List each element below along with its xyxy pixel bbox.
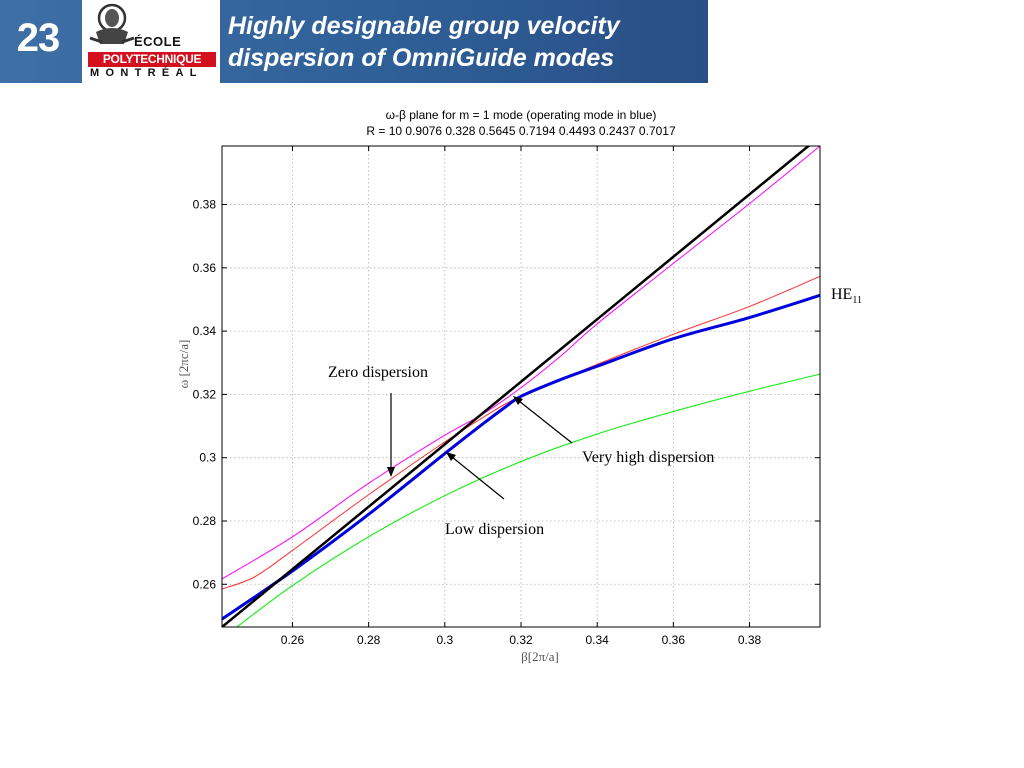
slide-title: Highly designable group velocity dispers… (228, 10, 703, 74)
logo-polytechnique-text: POLYTECHNIQUE (88, 52, 216, 67)
slide-title-line-1: Highly designable group velocity (228, 12, 620, 40)
y-tick-label: 0.26 (193, 577, 217, 591)
x-tick-label: 0.38 (738, 633, 762, 647)
chart-title: ω-β plane for m = 1 mode (operating mode… (386, 108, 657, 122)
chart-series (222, 146, 820, 627)
y-axis-label: ω [2πc/a] (176, 340, 191, 389)
x-tick-label: 0.3 (436, 633, 453, 647)
y-tick-label: 0.28 (193, 514, 217, 528)
y-axis-ticks: 0.26 0.28 0.3 0.32 0.34 0.36 0.38 (193, 198, 820, 591)
logo-ecole-text: ÉCOLE (134, 34, 182, 49)
x-tick-label: 0.36 (662, 633, 686, 647)
series-label-he11: HE11 (831, 286, 862, 306)
slide-header: 23 ÉCOLE POLYTECHNIQUE MONTRÉAL Highly d… (0, 0, 708, 83)
slide-number: 23 (16, 16, 61, 60)
y-tick-label: 0.34 (193, 324, 217, 338)
annotation-zero-dispersion: Zero dispersion (328, 364, 428, 381)
y-tick-label: 0.36 (193, 261, 217, 275)
x-tick-label: 0.28 (357, 633, 381, 647)
annotation-low-dispersion: Low dispersion (445, 521, 544, 538)
x-axis-ticks: 0.26 0.28 0.3 0.32 0.34 0.36 0.38 (281, 146, 762, 647)
chart-subtitle: R = 10 0.9076 0.328 0.5645 0.7194 0.4493… (366, 124, 676, 138)
x-tick-label: 0.34 (585, 633, 609, 647)
series-line-4 (222, 146, 811, 627)
series-line-0 (222, 146, 820, 580)
x-tick-label: 0.26 (281, 633, 305, 647)
chart-grid (222, 146, 820, 627)
arrow-very-high-dispersion (518, 400, 573, 444)
annotation-very-high-dispersion: Very high dispersion (582, 449, 714, 466)
y-tick-label: 0.32 (193, 387, 217, 401)
crest-icon (89, 3, 135, 44)
logo-montreal-text: MONTRÉAL (90, 67, 203, 79)
arrowhead-zero-dispersion (387, 467, 395, 477)
x-axis-label: β[2π/a] (521, 649, 559, 664)
arrowhead-very-high-dispersion (513, 396, 523, 405)
series-line-1 (222, 275, 820, 590)
y-tick-label: 0.3 (199, 451, 216, 465)
series-line-3 (222, 293, 820, 621)
arrow-low-dispersion (451, 456, 505, 500)
arrowhead-low-dispersion (446, 452, 456, 461)
polytechnique-logo: ÉCOLE POLYTECHNIQUE MONTRÉAL (82, 0, 220, 83)
series-line-2 (236, 373, 820, 627)
y-tick-label: 0.38 (193, 198, 217, 212)
x-tick-label: 0.32 (509, 633, 533, 647)
slide-title-line-2: dispersion of OmniGuide modes (228, 44, 615, 72)
